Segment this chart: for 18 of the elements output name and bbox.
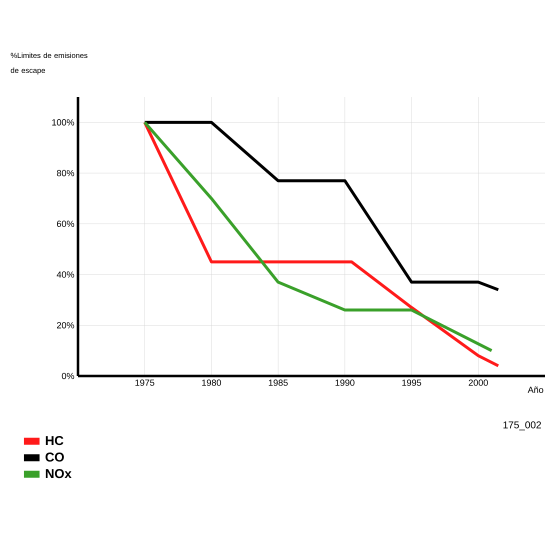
y-tick-label: 20% — [56, 322, 74, 328]
x-tick-label: 1995 — [402, 380, 422, 386]
x-tick-label: 2000 — [468, 380, 488, 386]
y-tick-label: 60% — [56, 220, 74, 227]
legend-label: CO — [46, 452, 64, 462]
legend-label: HC — [46, 436, 64, 446]
x-axis-title: Año — [528, 386, 544, 394]
x-tick-label: 1975 — [135, 380, 154, 386]
legend-label: NOx — [46, 469, 72, 478]
y-tick-label: 80% — [56, 170, 74, 176]
y-tick-label: 0% — [62, 372, 74, 380]
y-tick-label: 100% — [52, 119, 74, 126]
y-tick-label: 40% — [56, 271, 74, 278]
x-tick-label: 1985 — [268, 380, 288, 386]
x-tick-label: 1990 — [336, 380, 354, 386]
text: 175_002 — [503, 421, 541, 430]
x-tick-label: 1980 — [202, 380, 222, 386]
line-series — [143, 120, 500, 292]
